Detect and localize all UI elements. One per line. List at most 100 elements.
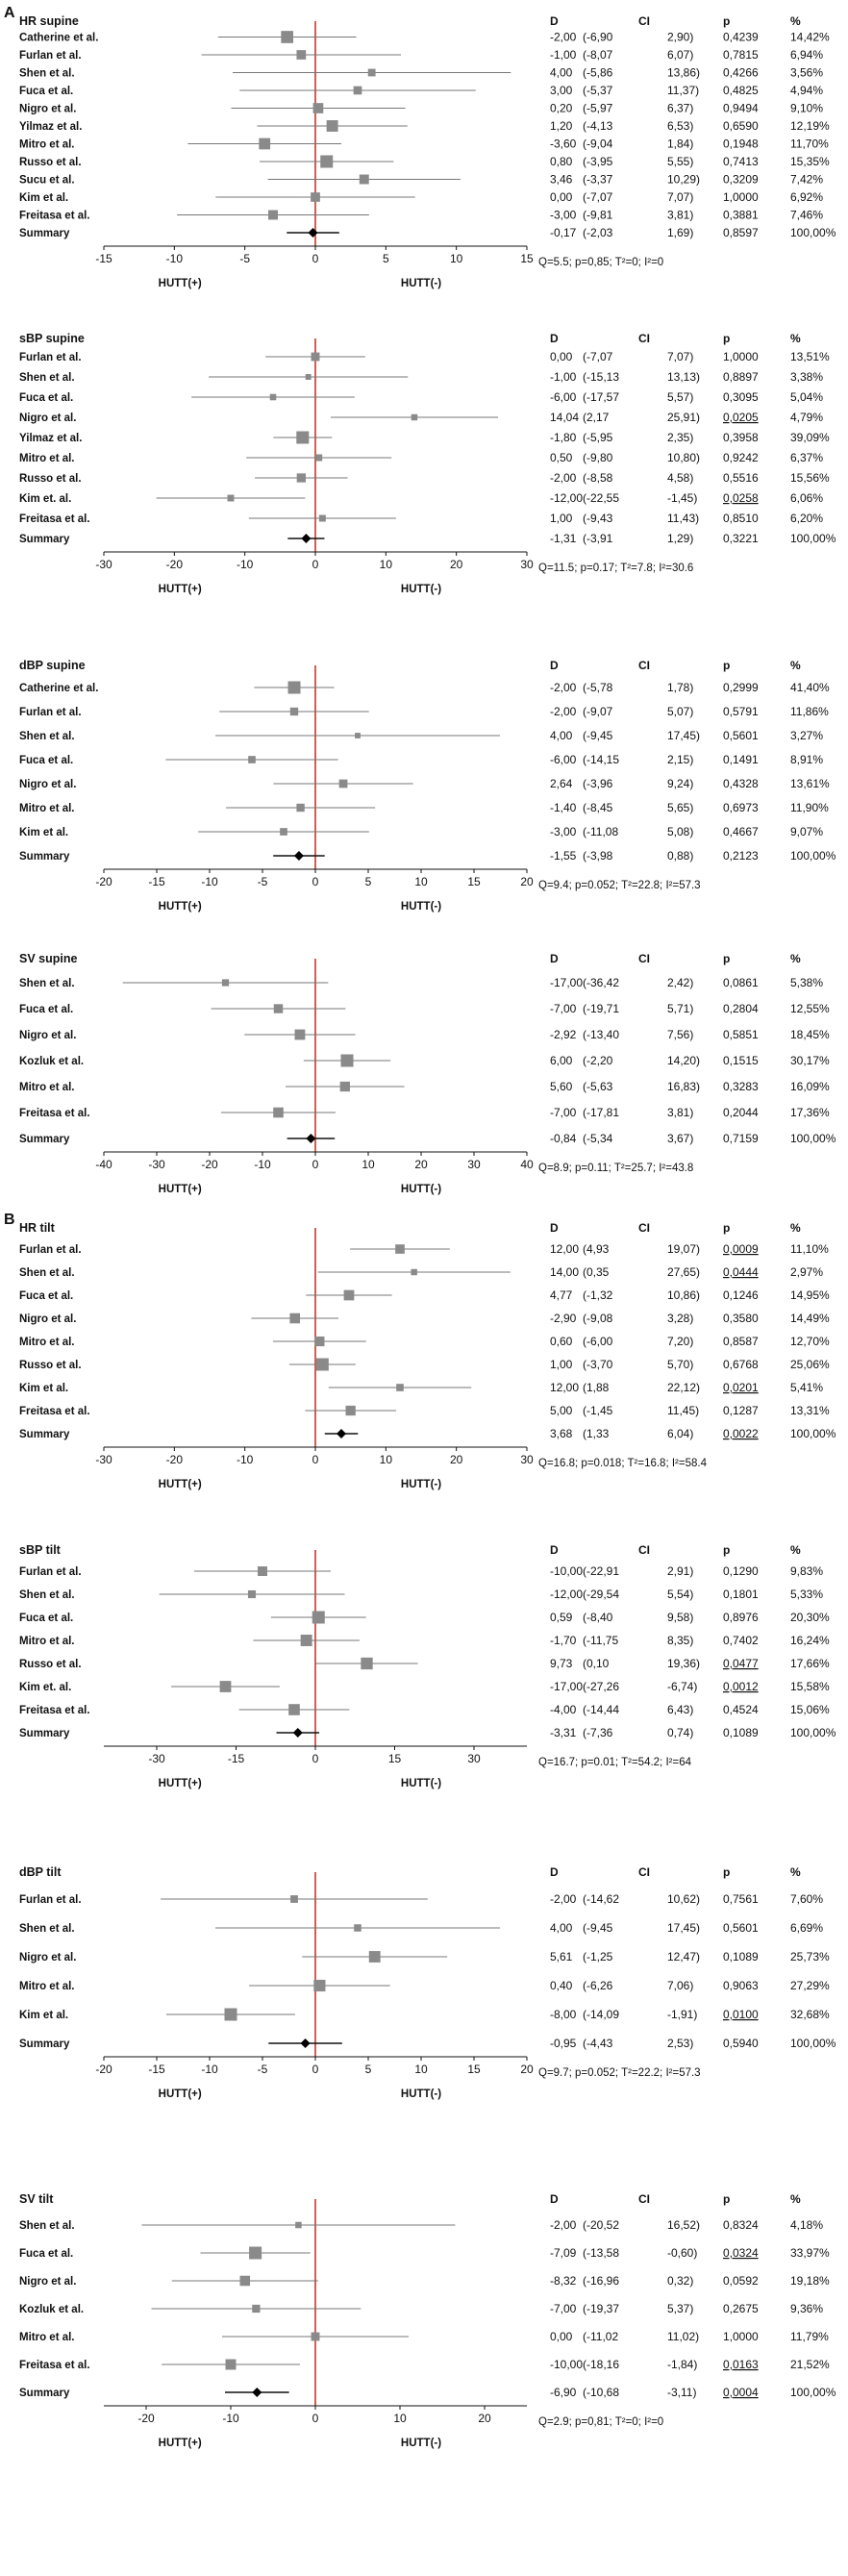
summary-label: Summary xyxy=(19,2388,70,2399)
ci-upper: 1,69) xyxy=(667,226,693,239)
ci-upper: 5,65) xyxy=(667,801,693,814)
x-tick-label: -10 xyxy=(201,2063,218,2076)
forest-panel: dBP tilt D CI p % Furlan et al. -2,00 (-14,62 10… xyxy=(19,1865,836,2100)
ci-upper: 5,55) xyxy=(667,155,693,168)
study-label: Fuca et al. xyxy=(19,86,73,97)
ci-upper: 25,91) xyxy=(667,411,700,424)
ci-upper: 5,71) xyxy=(667,1002,693,1015)
column-header-d: D xyxy=(550,1221,559,1235)
effect-value: -8,32 xyxy=(550,2274,577,2288)
x-tick-label: 5 xyxy=(365,875,372,888)
weight-value: 3,38% xyxy=(790,370,823,384)
weight-value: 100,00% xyxy=(790,1726,836,1739)
ci-lower: (-14,44 xyxy=(583,1703,619,1716)
ci-upper: 0,32) xyxy=(667,2274,693,2288)
ci-upper: 12,47) xyxy=(667,1950,700,1963)
p-value: 0,0163 xyxy=(723,2358,759,2371)
study-effect-marker xyxy=(273,1004,284,1013)
x-tick-label: -20 xyxy=(95,875,112,888)
ci-lower: (-20,52 xyxy=(583,2218,619,2232)
study-label: Furlan et al. xyxy=(19,707,82,718)
weight-value: 8,91% xyxy=(790,753,823,766)
x-tick-label: -15 xyxy=(148,875,165,888)
x-tick-label: -5 xyxy=(239,252,250,265)
effect-value: 3,46 xyxy=(550,173,573,187)
ci-lower: (-15,13 xyxy=(583,370,619,384)
ci-upper: 5,07) xyxy=(667,705,693,718)
weight-value: 12,70% xyxy=(790,1335,830,1348)
ci-lower: (-9,43 xyxy=(583,512,613,525)
study-effect-marker xyxy=(224,2008,237,2021)
weight-value: 3,27% xyxy=(790,729,823,742)
ci-lower: (-11,08 xyxy=(583,825,618,838)
column-header-ci: CI xyxy=(638,1543,650,1557)
x-tick-label: 0 xyxy=(312,1752,319,1765)
ci-lower: (-19,37 xyxy=(583,2302,619,2315)
study-effect-marker xyxy=(296,431,310,444)
summary-label: Summary xyxy=(19,2038,70,2050)
effect-value: 1,00 xyxy=(550,512,573,525)
column-header-p: p xyxy=(723,2192,730,2206)
weight-value: 5,38% xyxy=(790,976,823,989)
weight-value: 100,00% xyxy=(790,532,836,545)
ci-upper: 9,58) xyxy=(667,1611,693,1624)
direction-label-right: HUTT(-) xyxy=(401,584,441,595)
p-value: 0,3283 xyxy=(723,1080,759,1093)
direction-label-left: HUTT(+) xyxy=(159,278,202,289)
study-effect-marker xyxy=(219,1681,232,1692)
ci-lower: (-17,57 xyxy=(583,390,619,404)
effect-value: -2,00 xyxy=(550,2218,577,2232)
study-label: Kozluk et al. xyxy=(19,2304,84,2315)
summary-label: Summary xyxy=(19,1134,70,1145)
x-tick-label: -30 xyxy=(95,1453,112,1466)
study-effect-marker xyxy=(221,979,230,987)
ci-upper: 17,45) xyxy=(667,729,700,742)
ci-upper: 11,45) xyxy=(667,1404,699,1417)
heterogeneity-stats: Q=8.9; p=0.11; T²=25.7; I²=43.8 xyxy=(538,1163,693,1174)
weight-value: 14,49% xyxy=(790,1312,830,1325)
summary-diamond xyxy=(336,1429,346,1438)
effect-value: 0,00 xyxy=(550,190,573,204)
ci-upper: 2,90) xyxy=(667,31,693,44)
effect-value: -1,80 xyxy=(550,431,577,444)
p-value: 0,1089 xyxy=(723,1726,759,1739)
x-tick-label: 20 xyxy=(450,1453,463,1466)
weight-value: 21,52% xyxy=(790,2358,830,2371)
study-effect-marker xyxy=(313,1979,326,1992)
study-effect-marker xyxy=(318,514,326,522)
study-effect-marker xyxy=(338,779,348,788)
p-value: 0,2044 xyxy=(723,1106,759,1119)
heterogeneity-stats: Q=16.7; p=0.01; T²=54.2; I²=64 xyxy=(538,1757,692,1768)
ci-lower: (-17,81 xyxy=(583,1106,619,1119)
x-tick-label: -20 xyxy=(166,1453,184,1466)
study-label: Furlan et al. xyxy=(19,1894,82,1906)
p-value: 1,0000 xyxy=(723,350,759,363)
ci-lower: (-5,86 xyxy=(583,66,613,80)
effect-value: -17,00 xyxy=(550,1680,583,1693)
x-tick-label: 30 xyxy=(467,1752,481,1765)
weight-value: 17,66% xyxy=(790,1657,830,1670)
column-header-p: p xyxy=(723,14,730,28)
study-effect-marker xyxy=(296,803,305,813)
study-label: Mitro et al. xyxy=(19,453,75,464)
ci-lower: (-6,90 xyxy=(583,31,613,44)
effect-value: -3,00 xyxy=(550,209,577,222)
p-value: 0,0861 xyxy=(723,976,759,989)
p-value: 0,1246 xyxy=(723,1288,759,1302)
direction-label-left: HUTT(+) xyxy=(159,584,202,595)
study-effect-marker xyxy=(355,733,361,738)
study-label: Russo et al. xyxy=(19,157,82,168)
weight-value: 39,09% xyxy=(790,431,830,444)
study-label: Kim et. al. xyxy=(19,1682,71,1693)
column-header-d: D xyxy=(550,659,559,672)
effect-value: -1,00 xyxy=(550,370,577,384)
effect-value: 0,00 xyxy=(550,350,573,363)
effect-value: -0,95 xyxy=(550,2037,577,2050)
effect-value: 9,73 xyxy=(550,1657,573,1670)
x-tick-label: -10 xyxy=(222,2412,239,2425)
column-header-p: p xyxy=(723,1865,730,1879)
weight-value: 9,10% xyxy=(790,102,823,115)
p-value: 0,1515 xyxy=(723,1054,759,1067)
heterogeneity-stats: Q=9.4; p=0.052; T²=22.8; I²=57.3 xyxy=(538,880,701,891)
